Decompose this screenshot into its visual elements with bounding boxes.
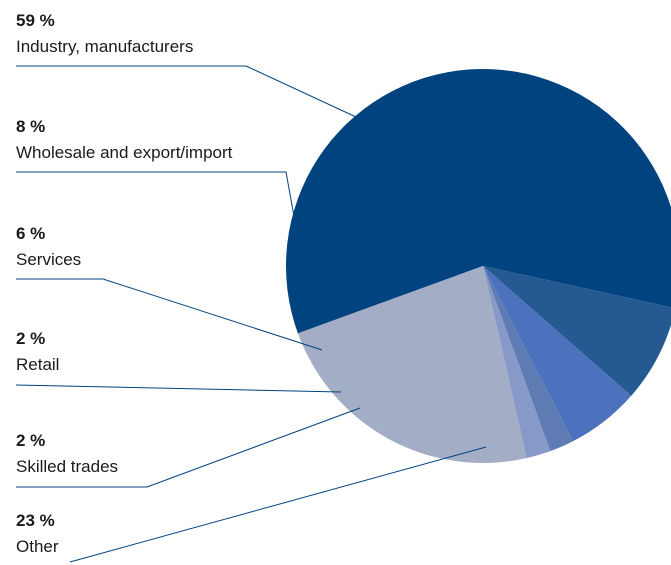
category-label-other: Other xyxy=(16,537,59,556)
data-label-services: 6 % xyxy=(16,224,45,243)
data-label-skilled-trades: 2 % xyxy=(16,431,45,450)
leader-lines xyxy=(15,65,487,563)
category-label-wholesale-and-export-import: Wholesale and export/import xyxy=(16,143,233,162)
leader-line-industry-manufacturers xyxy=(16,65,357,118)
category-label-industry-manufacturers: Industry, manufacturers xyxy=(16,37,193,56)
leader-line-retail xyxy=(15,384,342,393)
pie-slice-skilled-trades xyxy=(483,266,551,459)
data-label-retail: 2 % xyxy=(16,329,45,348)
slice-labels: 59 % Industry, manufacturers 8 % Wholesale … xyxy=(16,11,233,556)
data-label-wholesale-and-export-import: 8 % xyxy=(16,117,45,136)
category-label-retail: Retail xyxy=(16,355,59,374)
category-label-skilled-trades: Skilled trades xyxy=(16,457,118,476)
pie-slice-wholesale-and-export-import xyxy=(483,266,671,396)
pie-slice-services xyxy=(483,266,632,442)
leader-line-services xyxy=(16,278,323,351)
data-label-industry-manufacturers: 59 % xyxy=(16,11,55,30)
pie-slices xyxy=(285,69,671,463)
leader-line-skilled-trades xyxy=(16,407,361,488)
data-label-other: 23 % xyxy=(16,511,55,530)
leader-line-wholesale-and-export-import xyxy=(16,171,305,273)
pie-slice-retail xyxy=(483,266,574,452)
pie-slice-industry-manufacturers xyxy=(285,69,671,334)
category-label-services: Services xyxy=(16,250,81,269)
pie-slice-other xyxy=(297,266,527,463)
leader-line-other xyxy=(69,446,487,563)
